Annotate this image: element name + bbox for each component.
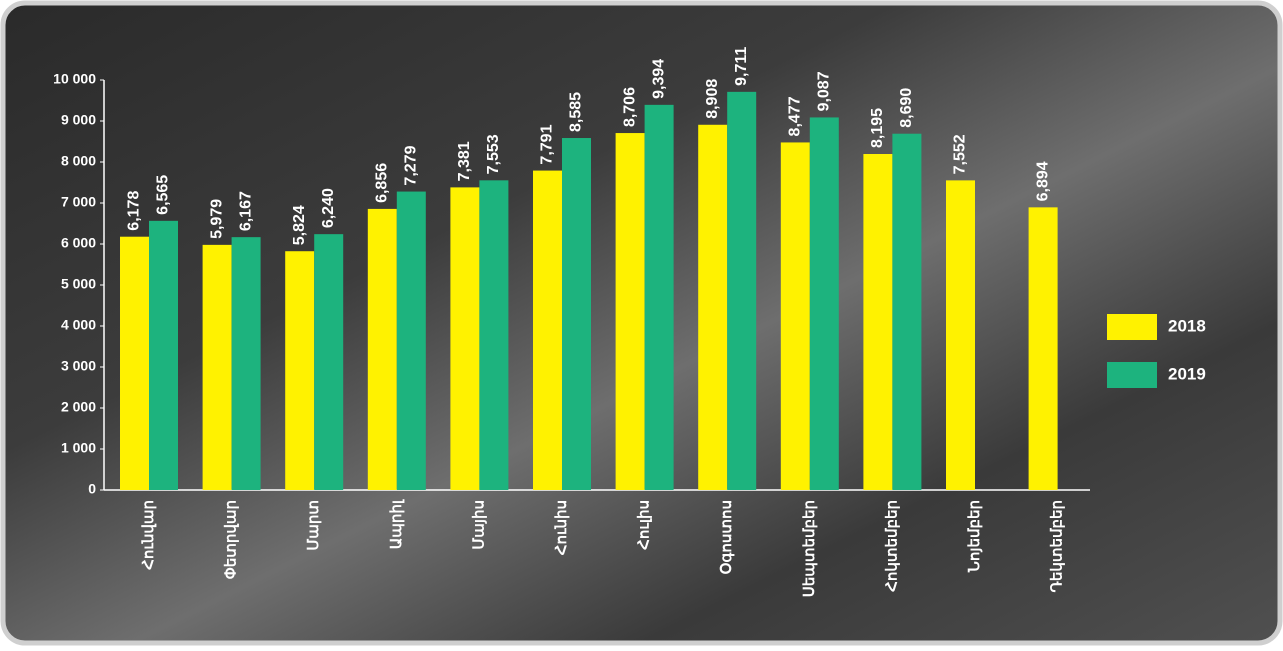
value-label: 8,908 xyxy=(704,79,721,119)
value-label: 8,477 xyxy=(787,96,804,136)
y-tick-label: 5 000 xyxy=(61,276,96,292)
x-tick-label: Հունիս xyxy=(553,500,570,555)
y-tick-label: 10 000 xyxy=(53,71,96,87)
legend-swatch xyxy=(1107,362,1157,388)
y-tick-label: 4 000 xyxy=(61,317,96,333)
y-tick-label: 3 000 xyxy=(61,358,96,374)
bar xyxy=(892,133,922,490)
bar xyxy=(727,91,757,490)
bar xyxy=(450,187,480,490)
value-label: 7,279 xyxy=(403,145,420,185)
value-label: 6,178 xyxy=(126,191,143,231)
bar xyxy=(396,191,426,490)
value-label: 6,167 xyxy=(237,191,254,231)
value-label: 7,553 xyxy=(485,134,502,174)
y-tick-label: 0 xyxy=(88,481,96,497)
bar xyxy=(863,154,893,490)
x-tick-label: Դեկտեմբեր xyxy=(1049,500,1066,592)
legend-swatch xyxy=(1107,314,1157,340)
bar xyxy=(231,237,261,490)
y-tick-label: 8 000 xyxy=(61,153,96,169)
value-label: 7,381 xyxy=(456,141,473,181)
value-label: 5,824 xyxy=(291,205,308,245)
value-label: 8,585 xyxy=(568,92,585,132)
bar xyxy=(202,244,232,490)
value-label: 7,552 xyxy=(952,134,969,174)
value-label: 6,565 xyxy=(155,175,172,215)
x-tick-label: Մայիս xyxy=(470,500,487,550)
bar xyxy=(120,236,149,490)
value-label: 9,711 xyxy=(733,47,750,86)
x-tick-label: Հունվար xyxy=(140,500,157,570)
value-label: 9,394 xyxy=(650,59,667,99)
x-tick-label: Սեպտեմբեր xyxy=(801,500,818,597)
bar xyxy=(1028,207,1058,490)
value-label: 6,856 xyxy=(374,163,391,203)
value-label: 7,791 xyxy=(539,124,556,164)
x-tick-label: Ապրիլ xyxy=(388,499,405,549)
value-label: 8,195 xyxy=(869,108,886,148)
value-label: 9,087 xyxy=(816,71,833,111)
value-label: 8,690 xyxy=(898,88,915,128)
y-tick-label: 1 000 xyxy=(61,440,96,456)
value-label: 6,894 xyxy=(1034,161,1051,201)
x-tick-label: Հոկտեմբեր xyxy=(883,500,900,592)
bar xyxy=(314,234,344,490)
y-tick-label: 9 000 xyxy=(61,112,96,128)
bar xyxy=(562,138,591,490)
bar xyxy=(615,133,645,490)
x-tick-label: Օգոստոս xyxy=(718,500,735,574)
legend-label: 2018 xyxy=(1168,316,1206,335)
y-tick-label: 7 000 xyxy=(61,194,96,210)
y-tick-label: 2 000 xyxy=(61,399,96,415)
value-label: 5,979 xyxy=(208,199,225,239)
bar xyxy=(698,124,728,490)
bar xyxy=(644,104,674,490)
bar xyxy=(809,117,839,491)
x-tick-label: Նոյեմբեր xyxy=(966,500,983,573)
x-tick-label: Մարտ xyxy=(305,500,322,551)
x-tick-label: Փետրվար xyxy=(223,500,240,579)
bar xyxy=(149,220,178,490)
bar xyxy=(780,142,810,490)
bar xyxy=(479,180,509,490)
value-label: 8,706 xyxy=(621,87,638,127)
value-label: 6,240 xyxy=(320,188,337,228)
bar xyxy=(367,208,397,491)
y-tick-label: 6 000 xyxy=(61,235,96,251)
x-tick-label: Հուլիս xyxy=(636,500,653,550)
legend-label: 2019 xyxy=(1168,364,1206,383)
bar xyxy=(285,251,315,490)
bar xyxy=(533,170,562,490)
bar xyxy=(946,180,975,491)
